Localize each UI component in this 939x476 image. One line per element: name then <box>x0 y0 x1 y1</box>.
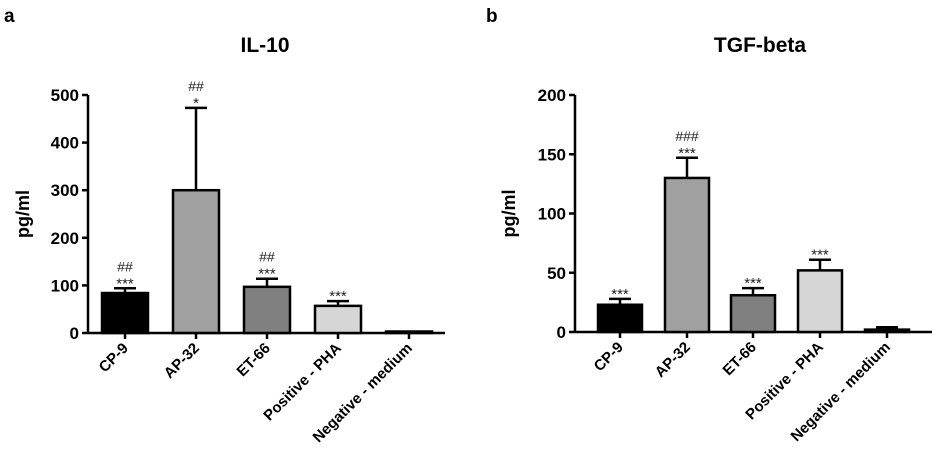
significance-hashes: ### <box>675 128 699 144</box>
bar-ap-32 <box>663 176 711 334</box>
bar-cp-9 <box>100 291 150 335</box>
bar-et-66 <box>242 285 292 335</box>
bar-negative-medium <box>384 330 434 335</box>
x-tick-label: ET-66 <box>234 340 274 380</box>
y-tick-label: 400 <box>51 134 79 153</box>
significance-stars: *** <box>258 266 276 283</box>
y-tick-label: 200 <box>538 86 566 105</box>
bar-negative-medium <box>863 328 911 334</box>
y-tick-label: 100 <box>538 205 566 224</box>
significance-stars: *** <box>811 247 829 264</box>
y-tick-label: 0 <box>557 323 566 342</box>
x-tick-label: AP-32 <box>652 339 694 381</box>
significance-hashes: ## <box>188 78 204 94</box>
significance-hashes: ## <box>259 249 275 265</box>
chart-title: TGF-beta <box>714 34 806 57</box>
y-tick-label: 200 <box>51 229 79 248</box>
significance-stars: *** <box>611 286 629 303</box>
bar-ap-32 <box>171 188 221 335</box>
panel-label: b <box>486 6 498 27</box>
y-tick-label: 50 <box>547 264 566 283</box>
significance-stars: *** <box>329 288 347 305</box>
x-tick-label: ET-66 <box>720 339 760 379</box>
x-tick-label: CP-9 <box>96 340 132 376</box>
y-tick-label: 500 <box>51 86 79 105</box>
y-axis-label: pg/ml <box>499 190 519 238</box>
bar-positive-pha <box>796 269 844 334</box>
bar-et-66 <box>729 294 777 334</box>
x-tick-label: AP-32 <box>161 340 203 382</box>
panel-label: a <box>4 6 15 27</box>
y-tick-label: 100 <box>51 276 79 295</box>
bar-positive-pha <box>313 304 363 335</box>
y-tick-label: 0 <box>70 324 79 343</box>
chart-title: IL-10 <box>240 34 289 57</box>
significance-stars: *** <box>678 145 696 162</box>
significance-hashes: ## <box>117 258 133 274</box>
bar-cp-9 <box>596 303 644 334</box>
x-tick-label: CP-9 <box>591 339 627 375</box>
significance-stars: *** <box>744 275 762 292</box>
y-tick-label: 150 <box>538 145 566 164</box>
chart-panel-a: aIL-10pg/ml0100200300400500CP-9***##AP-3… <box>4 6 445 446</box>
y-tick-label: 300 <box>51 181 79 200</box>
significance-stars: *** <box>116 275 134 292</box>
chart-panel-b: b TGF-beta pg/ml 0 50 100 150 200 CP-9 *** AP-32 **… <box>486 6 932 445</box>
significance-stars: * <box>193 95 199 112</box>
y-axis-label: pg/ml <box>13 190 33 238</box>
